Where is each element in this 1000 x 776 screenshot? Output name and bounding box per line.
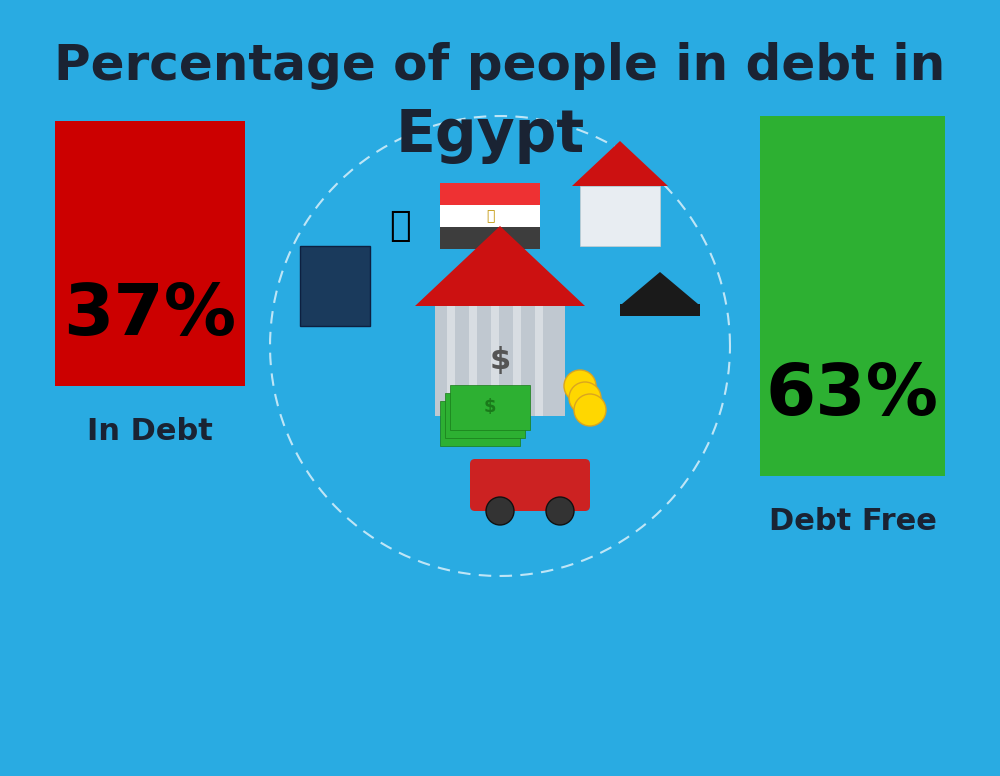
Text: 63%: 63% [766,362,939,431]
Bar [445,393,525,438]
Text: $: $ [479,406,491,424]
Bar [620,304,700,316]
Text: $: $ [474,414,486,432]
Circle shape [486,497,514,525]
Bar [440,401,520,446]
Text: In Debt: In Debt [87,417,213,445]
Text: $: $ [484,398,496,416]
Polygon shape [622,272,698,304]
Bar [300,246,370,326]
Bar [435,306,565,416]
Bar [440,205,540,227]
Text: 🦅: 🦅 [389,209,411,243]
Bar [580,186,660,246]
Bar [447,306,455,416]
Text: Percentage of people in debt in: Percentage of people in debt in [54,42,946,90]
Polygon shape [415,226,585,306]
Bar [440,227,540,249]
Bar [450,385,530,430]
Bar [760,116,945,476]
Text: 37%: 37% [63,282,237,351]
Bar [491,306,499,416]
Circle shape [569,382,601,414]
Circle shape [574,394,606,426]
Bar [469,306,477,416]
Bar [513,306,521,416]
FancyBboxPatch shape [470,459,590,511]
Circle shape [546,497,574,525]
Text: Debt Free: Debt Free [769,507,936,535]
Text: $: $ [489,347,511,376]
Bar [55,121,245,386]
Polygon shape [572,141,668,186]
Text: Egypt: Egypt [395,108,585,165]
Text: 𓂀: 𓂀 [486,209,494,223]
Bar [535,306,543,416]
Bar [440,183,540,205]
Circle shape [564,370,596,402]
